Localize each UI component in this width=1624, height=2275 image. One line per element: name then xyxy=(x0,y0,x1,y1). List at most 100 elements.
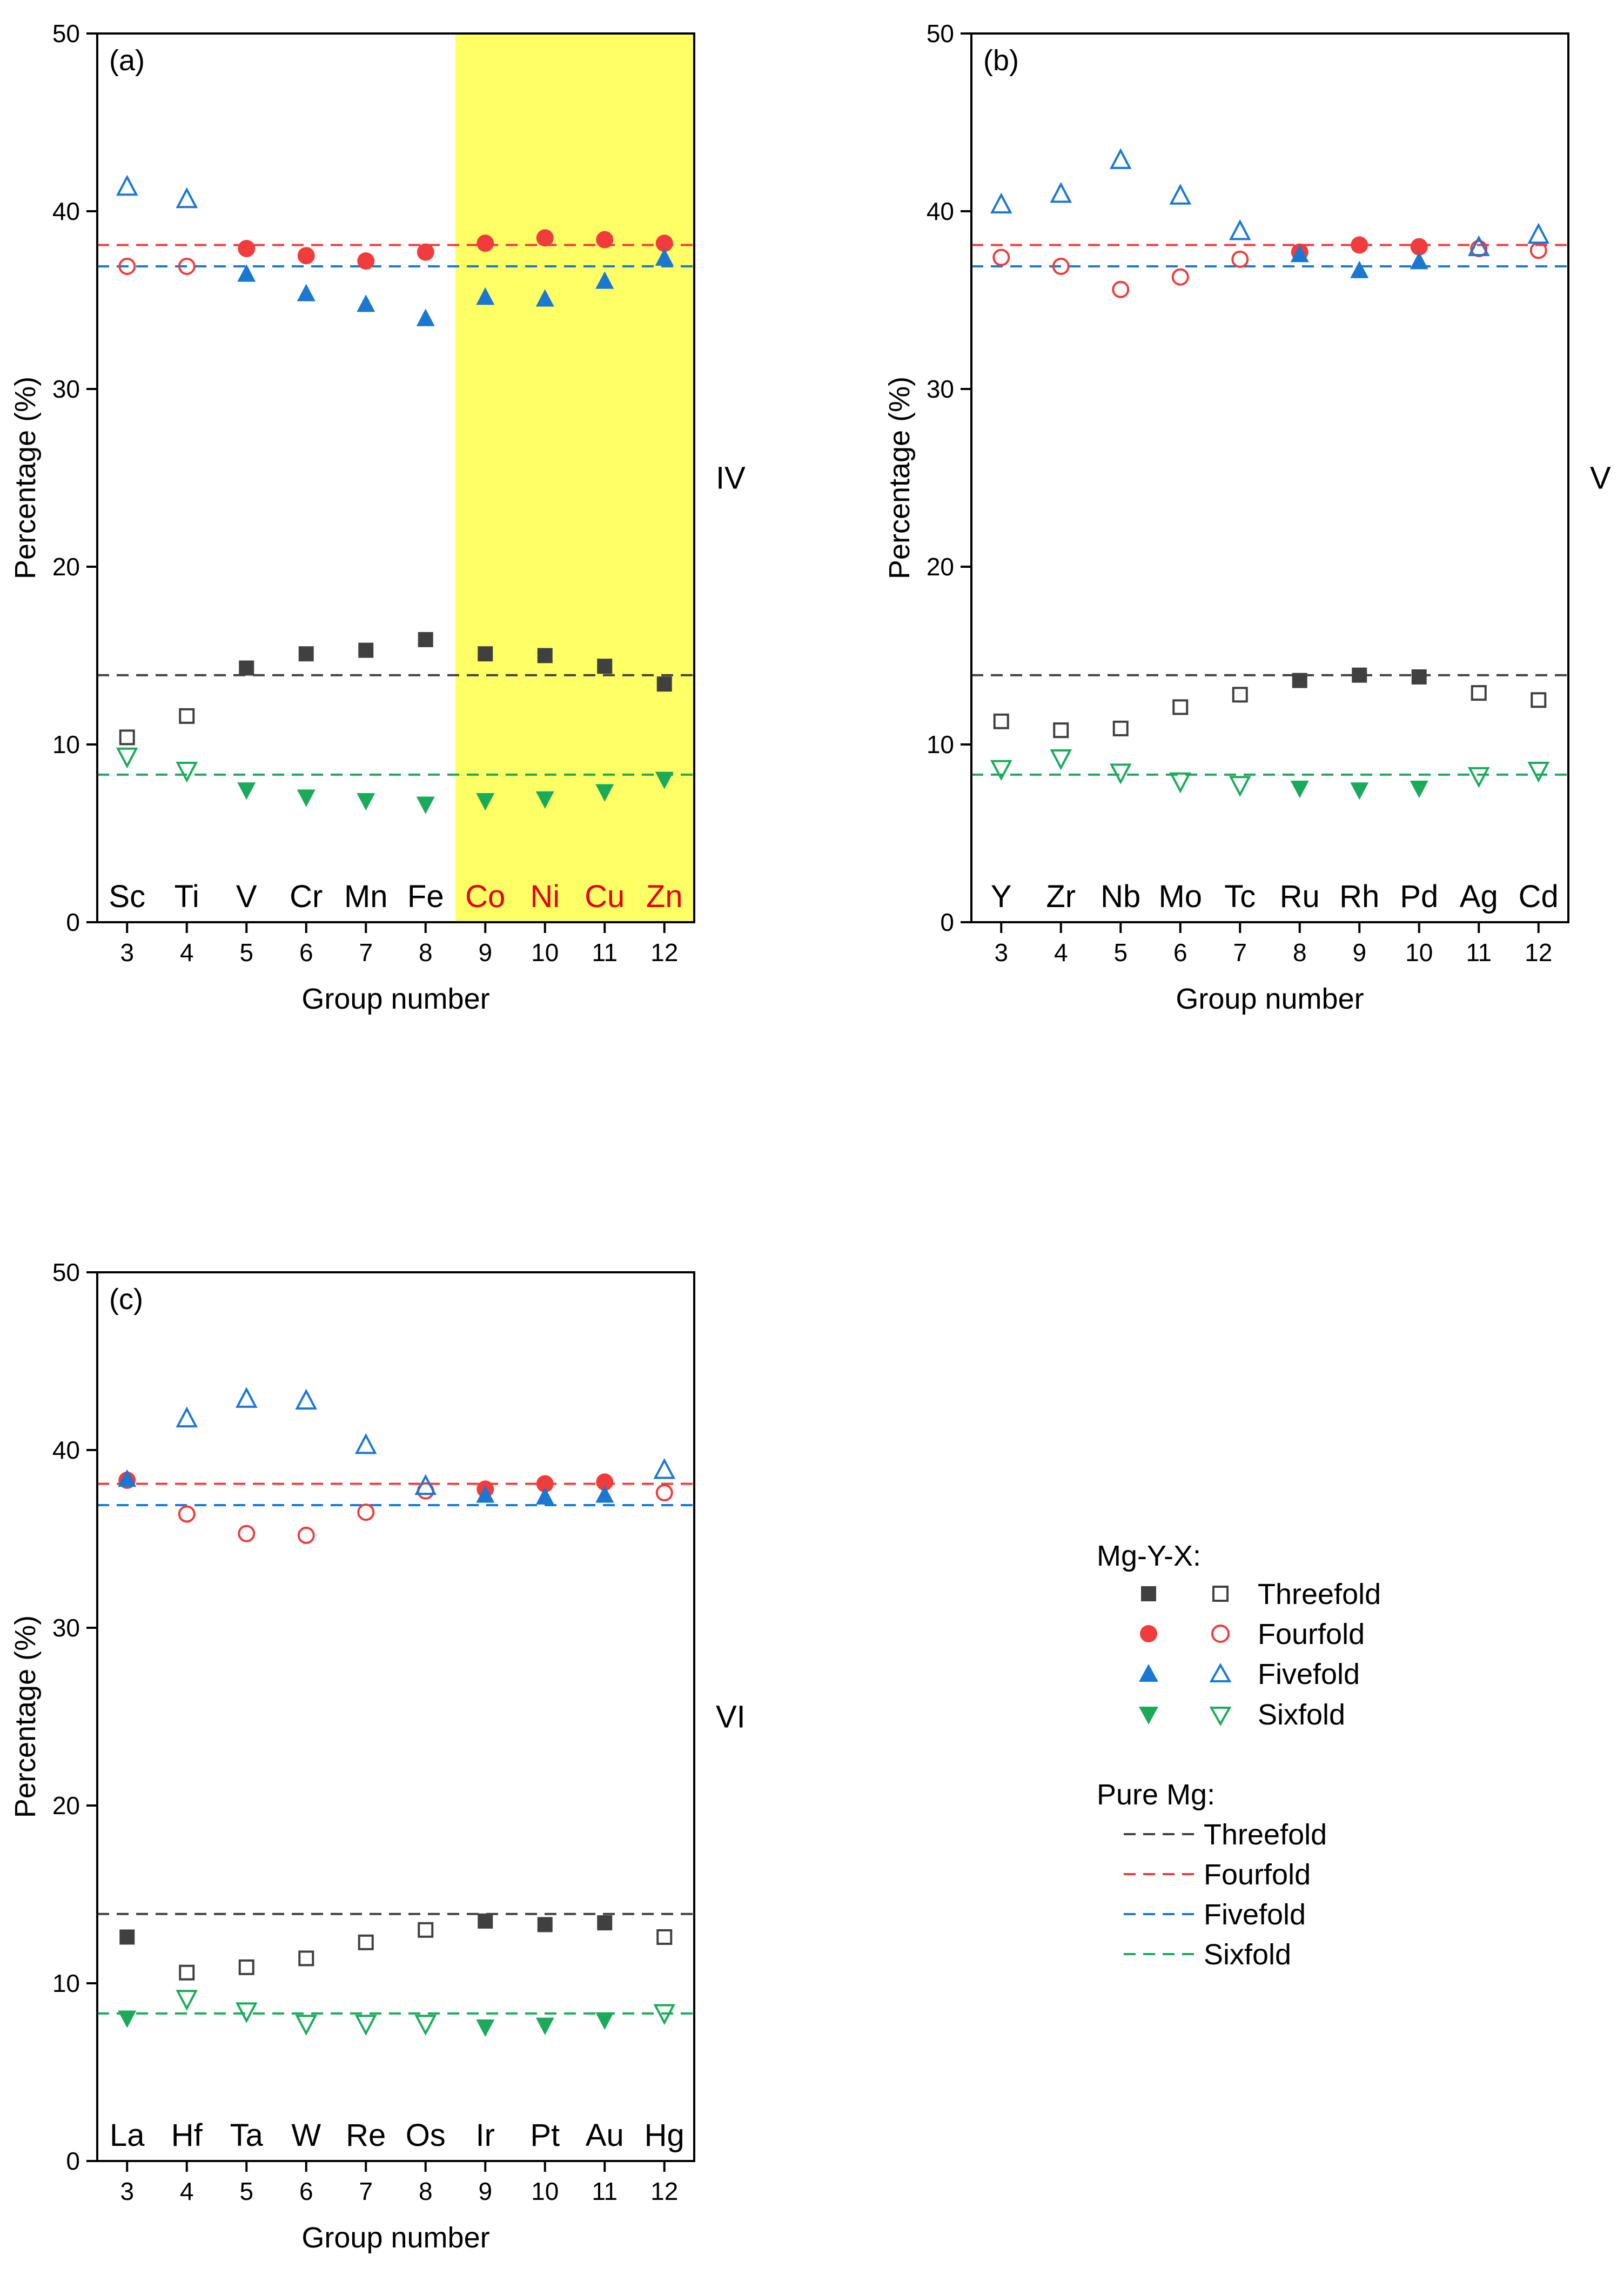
element-label: Pt xyxy=(530,2118,560,2153)
data-point-sixfold xyxy=(1410,780,1428,798)
data-point-sixfold xyxy=(176,1990,198,2011)
data-point-sixfold xyxy=(354,2015,377,2036)
data-point-threefold xyxy=(418,632,433,647)
data-point-sixfold xyxy=(476,793,495,811)
data-point-threefold xyxy=(298,1950,314,1967)
x-tick-label: 9 xyxy=(1352,938,1366,967)
data-point-threefold xyxy=(537,1917,553,1932)
data-point-fourfold xyxy=(536,229,554,247)
y-tick-label: 40 xyxy=(52,197,80,225)
data-point-threefold xyxy=(1172,699,1189,715)
data-point-fivefold xyxy=(297,284,316,301)
data-point-fourfold xyxy=(297,1526,315,1544)
data-point-sixfold xyxy=(118,2010,137,2028)
data-point-sixfold xyxy=(176,762,198,783)
element-label: Cr xyxy=(290,879,323,914)
data-point-threefold xyxy=(597,1915,613,1931)
x-tick-label: 6 xyxy=(299,938,313,967)
legend-marker-fourfold-filled xyxy=(1140,1625,1157,1642)
x-tick-label: 8 xyxy=(419,938,433,967)
data-point-fivefold xyxy=(414,1474,437,1495)
y-tick-label: 50 xyxy=(52,1258,80,1286)
data-point-sixfold xyxy=(357,793,375,811)
data-point-threefold xyxy=(478,646,493,662)
data-point-threefold xyxy=(238,1959,254,1975)
data-point-fivefold xyxy=(416,308,435,326)
data-point-fivefold xyxy=(476,1485,495,1503)
data-point-fivefold xyxy=(535,1487,554,1505)
element-label: Re xyxy=(346,2118,386,2153)
data-point-fivefold xyxy=(1467,235,1490,257)
y-tick-label: 10 xyxy=(52,1969,80,1997)
chart-panel-a: 3 Sc 4 Ti 5 V 6 Cr 7 Mn 8 Fe 9 Co 10 Ni 11 Cu 12 Zn 0 10 20 30 4… xyxy=(9,19,746,1015)
data-point-fivefold xyxy=(118,1469,137,1487)
legend-label-threefold: Threefold xyxy=(1258,1578,1381,1610)
element-label: Fe xyxy=(407,879,444,914)
data-point-fivefold xyxy=(1229,219,1251,240)
data-point-fivefold xyxy=(595,271,614,289)
legend: Mg-Y-X: Threefold Fourfold Fivefold Sixf… xyxy=(1097,1540,1381,1971)
element-label: Mo xyxy=(1158,879,1202,914)
data-point-sixfold xyxy=(990,760,1012,781)
data-point-sixfold xyxy=(535,791,554,809)
data-point-fourfold xyxy=(118,257,136,275)
data-point-fourfold xyxy=(596,1473,614,1491)
data-point-threefold xyxy=(358,642,374,658)
data-point-fivefold xyxy=(295,1388,318,1410)
x-tick-label: 12 xyxy=(650,2177,678,2205)
element-label: Au xyxy=(586,2118,624,2153)
panel-label: (a) xyxy=(109,44,145,77)
element-label: Sc xyxy=(109,879,145,914)
data-point-sixfold xyxy=(295,2015,318,2036)
data-point-fivefold xyxy=(235,1387,258,1408)
x-tick-label: 10 xyxy=(531,2177,559,2205)
data-point-threefold xyxy=(119,1929,135,1945)
data-point-fivefold xyxy=(354,1433,377,1454)
element-label: Tc xyxy=(1224,879,1256,914)
plot-frame xyxy=(96,1271,695,2162)
data-point-threefold xyxy=(1411,669,1427,684)
data-point-fourfold xyxy=(1231,250,1249,268)
x-tick-label: 3 xyxy=(994,938,1008,967)
x-tick-label: 7 xyxy=(1233,938,1247,967)
x-axis-label: Group number xyxy=(1176,983,1364,1015)
data-point-fourfold xyxy=(536,1475,554,1493)
data-point-threefold xyxy=(1531,692,1547,708)
y-tick-label: 0 xyxy=(940,908,954,936)
x-tick-label: 10 xyxy=(531,938,559,967)
data-point-sixfold xyxy=(1109,763,1132,784)
x-tick-label: 6 xyxy=(1173,938,1187,967)
x-tick-label: 10 xyxy=(1405,938,1433,967)
data-point-fourfold xyxy=(357,252,375,270)
data-point-sixfold xyxy=(1050,749,1072,770)
data-point-sixfold xyxy=(237,782,256,800)
x-tick-label: 7 xyxy=(359,938,373,967)
data-point-threefold xyxy=(179,1964,195,1981)
data-point-fivefold xyxy=(1350,260,1369,278)
data-point-sixfold xyxy=(595,784,614,802)
data-point-fourfold xyxy=(596,231,614,249)
element-label: Cu xyxy=(585,879,625,914)
element-label: Ag xyxy=(1460,879,1498,914)
panels: 3Sc4Ti5V6Cr7Mn8Fe9Co10Ni11Cu12Zn01020304… xyxy=(9,19,1611,2254)
y-tick-label: 20 xyxy=(52,553,80,581)
data-point-fivefold xyxy=(990,192,1012,214)
x-tick-label: 4 xyxy=(180,938,194,967)
data-point-threefold xyxy=(358,1934,374,1950)
data-point-threefold xyxy=(239,660,254,676)
element-label: Y xyxy=(991,879,1012,914)
data-point-fourfold xyxy=(238,1525,256,1542)
highlight-region xyxy=(455,33,694,922)
chart-panel-b: 3 Y 4 Zr 5 Nb 6 Mo 7 Tc 8 Ru 9 Rh 10 Pd 11 Ag 12 Cd 0 10 20 30 4… xyxy=(883,19,1611,1015)
data-point-fivefold xyxy=(176,1406,198,1428)
legend-label-pure-fivefold: Fivefold xyxy=(1204,1898,1306,1931)
data-point-threefold xyxy=(1053,722,1069,739)
x-tick-label: 11 xyxy=(1466,938,1492,967)
x-tick-label: 8 xyxy=(419,2177,433,2205)
element-label: Co xyxy=(465,879,505,914)
data-point-threefold xyxy=(597,659,613,674)
data-point-fivefold xyxy=(595,1485,614,1503)
data-point-threefold xyxy=(993,713,1009,729)
element-label: Ti xyxy=(175,879,199,914)
